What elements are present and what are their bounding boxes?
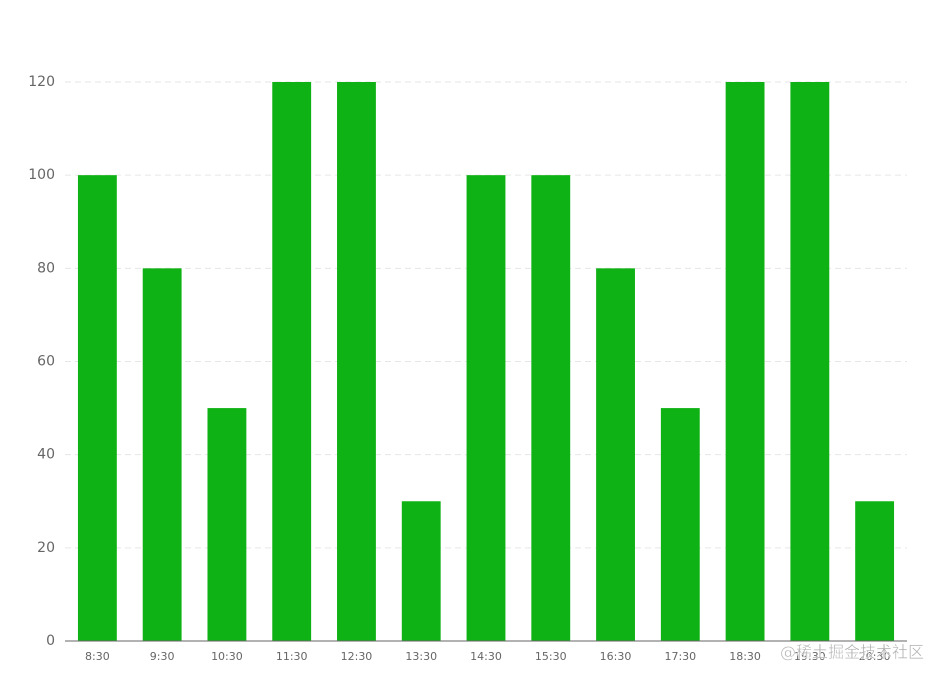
x-tick-label: 14:30 bbox=[470, 650, 502, 663]
x-tick-label: 10:30 bbox=[211, 650, 243, 663]
x-tick-label: 17:30 bbox=[664, 650, 696, 663]
bar bbox=[531, 175, 571, 641]
y-tick-label: 20 bbox=[37, 540, 55, 556]
bar bbox=[77, 175, 117, 641]
y-tick-label: 100 bbox=[28, 167, 55, 183]
x-tick-label: 12:30 bbox=[341, 650, 373, 663]
x-tick-label: 8:30 bbox=[85, 650, 110, 663]
bar bbox=[337, 82, 376, 641]
bar bbox=[660, 408, 700, 641]
y-tick-label: 80 bbox=[37, 260, 55, 276]
bar bbox=[466, 175, 506, 641]
y-tick-label: 0 bbox=[46, 633, 55, 649]
x-tick-label: 11:30 bbox=[276, 650, 308, 663]
bar bbox=[272, 82, 312, 641]
y-tick-label: 120 bbox=[28, 74, 55, 90]
bar bbox=[142, 268, 182, 641]
y-tick-label: 40 bbox=[37, 447, 55, 463]
x-tick-label: 18:30 bbox=[729, 650, 761, 663]
bar bbox=[207, 408, 247, 641]
x-tick-label: 20:30 bbox=[859, 650, 891, 663]
x-tick-label: 19:30 bbox=[794, 650, 826, 663]
x-tick-label: 16:30 bbox=[600, 650, 632, 663]
x-tick-label: 9:30 bbox=[150, 650, 175, 663]
y-tick-label: 60 bbox=[37, 354, 55, 370]
watermark: @稀土掘金技术社区 bbox=[780, 643, 924, 662]
bar bbox=[596, 268, 635, 641]
bar bbox=[790, 82, 830, 641]
bar bbox=[725, 82, 765, 641]
bar bbox=[401, 501, 441, 641]
bar bbox=[855, 501, 895, 641]
x-tick-label: 15:30 bbox=[535, 650, 567, 663]
x-tick-label: 13:30 bbox=[405, 650, 437, 663]
